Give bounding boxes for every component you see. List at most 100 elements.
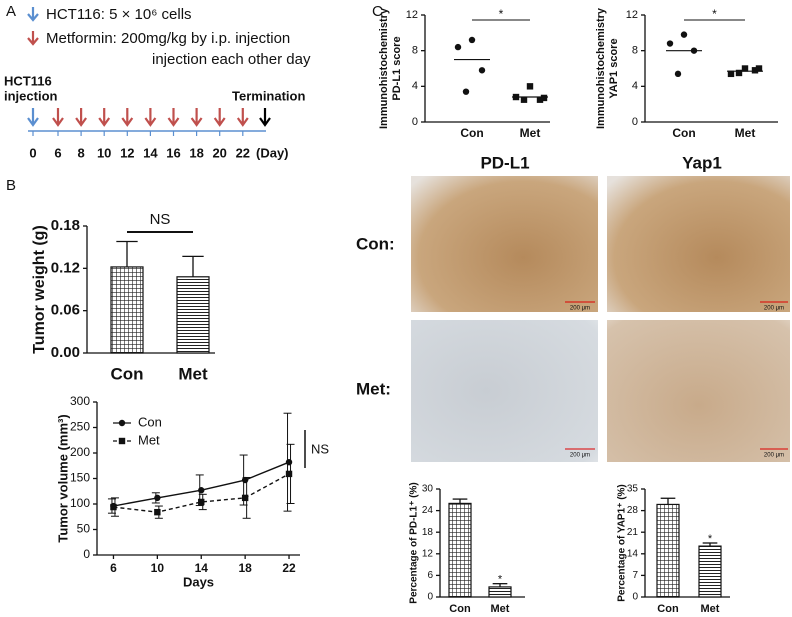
day-arrow: [144, 108, 157, 127]
y-tick-label: 200: [70, 445, 90, 459]
y-tick-label: 300: [70, 394, 90, 408]
annotation: NS: [150, 211, 171, 228]
y-tick-label: 12: [626, 9, 638, 21]
data-point: [735, 69, 743, 77]
data-point: [285, 470, 293, 478]
y-tick-label: 7: [632, 570, 638, 581]
data-point: [154, 508, 161, 516]
data-point: [520, 96, 528, 103]
x-tick-label: Met: [701, 603, 720, 615]
day-label: 22: [236, 145, 250, 160]
y-tick-label: 0: [83, 547, 90, 561]
data-point: [727, 70, 735, 78]
data-point: [755, 65, 763, 72]
legend-marker: [118, 419, 126, 427]
day-label: 18: [189, 145, 203, 160]
column-title: Yap1: [682, 153, 722, 172]
ihc-image: [607, 176, 790, 312]
y-tick-label: 21: [627, 527, 639, 538]
y-tick-label: 18: [422, 527, 434, 538]
y-tick-label: 0: [427, 592, 433, 603]
row-label: Con:: [356, 234, 395, 253]
panel-label: A: [6, 3, 16, 20]
data-point: [110, 503, 117, 511]
day-arrow: [236, 108, 249, 127]
y-tick-label: 0: [412, 116, 418, 128]
x-tick-label: Met: [491, 603, 510, 615]
y-axis-label: Percentage of PD-L1⁺ (%): [409, 482, 420, 603]
legend-arrow: [27, 7, 39, 22]
y-axis-label: Tumor volume (mm³): [55, 414, 70, 542]
x-tick-label: 14: [195, 561, 209, 575]
day-label: 8: [77, 145, 84, 160]
y-tick-label: 30: [422, 484, 434, 495]
data-point: [154, 494, 161, 502]
data-point: [198, 498, 205, 506]
bar: [488, 586, 512, 598]
bar: [656, 503, 680, 598]
y-tick-label: 8: [632, 45, 638, 57]
y-axis-label: Immunohistochemistry: [378, 7, 390, 129]
y-tick-label: 4: [412, 80, 418, 92]
data-point: [468, 36, 476, 44]
y-tick-label: 0.00: [51, 344, 80, 361]
legend-label: Con: [138, 414, 162, 429]
x-tick-label: Con: [449, 603, 471, 615]
y-tick-label: 8: [412, 45, 418, 57]
ihc-image: [411, 176, 598, 312]
day-arrow: [167, 108, 180, 127]
end-label: Termination: [232, 88, 305, 103]
scale-label: 200 μm: [764, 306, 784, 312]
bar: [448, 502, 472, 598]
x-tick-label: Con: [672, 126, 695, 140]
y-axis-label: Percentage of YAP1⁺ (%): [617, 484, 628, 602]
annotation: NS: [311, 441, 329, 456]
x-tick-label: Con: [110, 364, 143, 383]
y-tick-label: 6: [427, 570, 433, 581]
ihc-images: 200 μm 200 μm 200 μm 200 μm PD-L1 Yap1 C…: [356, 153, 790, 462]
y-axis-label: PD-L1 score: [391, 36, 403, 100]
y-axis-label: Tumor weight (g): [31, 225, 48, 354]
scale-label: 200 μm: [764, 453, 784, 459]
y-tick-label: 0: [632, 116, 638, 128]
data-point: [751, 67, 759, 74]
data-point: [680, 31, 688, 38]
day-arrow: [52, 108, 64, 127]
day-arrow: [27, 108, 39, 127]
panel-label: B: [6, 177, 16, 194]
scale-label: 200 μm: [570, 453, 590, 459]
annotation: *: [499, 7, 504, 21]
data-point: [454, 43, 462, 51]
bar: [698, 545, 722, 598]
x-tick-label: Met: [735, 126, 756, 140]
x-tick-label: Con: [657, 603, 679, 615]
day-label: 12: [120, 145, 134, 160]
annotation: *: [708, 533, 713, 545]
y-tick-label: 0: [632, 592, 638, 603]
scale-label: 200 μm: [570, 306, 590, 312]
ihc-image: [607, 320, 790, 462]
x-tick-label: 10: [151, 561, 165, 575]
day-label: 14: [143, 145, 158, 160]
legend-label: Met: [138, 432, 160, 447]
y-tick-label: 250: [70, 420, 90, 434]
day-label: 16: [166, 145, 180, 160]
timeline-legend: HCT116: 5 × 10⁶ cells Metformin: 200mg/k…: [4, 6, 311, 160]
data-point: [241, 494, 249, 502]
x-tick-label: Met: [520, 126, 541, 140]
y-tick-label: 35: [627, 484, 639, 495]
y-tick-label: 100: [70, 496, 90, 510]
y-tick-label: 12: [406, 9, 418, 21]
data-point: [198, 487, 205, 494]
day-arrow: [75, 108, 87, 127]
start-label: HCT116: [4, 73, 52, 88]
y-tick-label: 150: [70, 471, 90, 485]
ihc-image: [411, 320, 598, 462]
x-tick-label: 18: [238, 561, 252, 575]
y-tick-label: 12: [422, 548, 434, 559]
series-line: [113, 473, 290, 513]
y-tick-label: 24: [422, 505, 434, 516]
y-tick-label: 4: [632, 80, 638, 92]
row-label: Met:: [356, 379, 391, 398]
y-tick-label: 50: [77, 522, 91, 536]
